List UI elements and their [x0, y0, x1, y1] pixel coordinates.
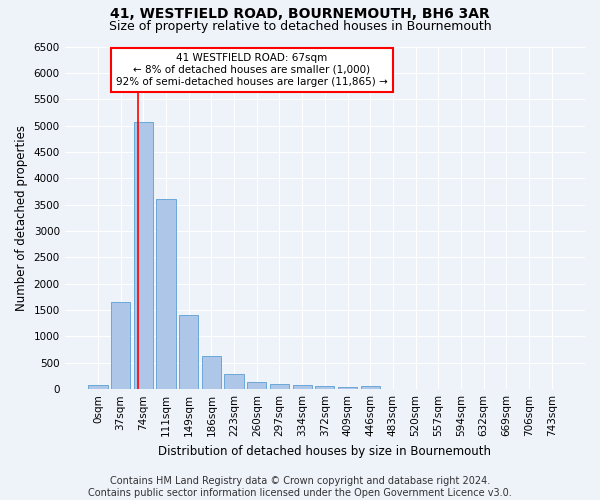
Bar [157, 200, 176, 389]
Bar [88, 385, 107, 389]
Text: Contains HM Land Registry data © Crown copyright and database right 2024.
Contai: Contains HM Land Registry data © Crown c… [88, 476, 512, 498]
Bar [270, 384, 289, 389]
Bar [179, 315, 199, 389]
Text: 41, WESTFIELD ROAD, BOURNEMOUTH, BH6 3AR: 41, WESTFIELD ROAD, BOURNEMOUTH, BH6 3AR [110, 8, 490, 22]
Bar [224, 374, 244, 389]
Bar [361, 386, 380, 389]
Bar [134, 122, 153, 389]
Bar [293, 386, 312, 389]
Text: 41 WESTFIELD ROAD: 67sqm
← 8% of detached houses are smaller (1,000)
92% of semi: 41 WESTFIELD ROAD: 67sqm ← 8% of detache… [116, 54, 388, 86]
Bar [315, 386, 334, 389]
Bar [111, 302, 130, 389]
Bar [338, 387, 357, 389]
Bar [247, 382, 266, 389]
Text: Size of property relative to detached houses in Bournemouth: Size of property relative to detached ho… [109, 20, 491, 33]
Bar [202, 356, 221, 389]
X-axis label: Distribution of detached houses by size in Bournemouth: Distribution of detached houses by size … [158, 444, 491, 458]
Y-axis label: Number of detached properties: Number of detached properties [15, 125, 28, 311]
